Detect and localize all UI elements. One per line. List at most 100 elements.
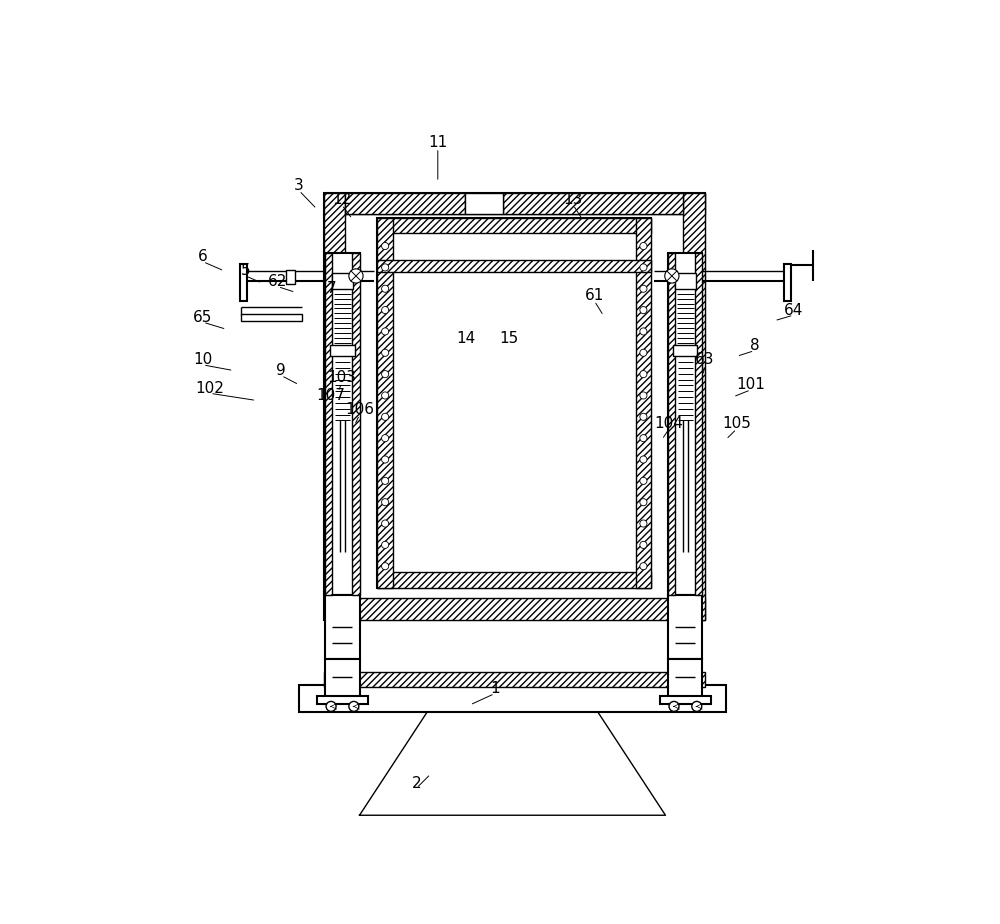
Bar <box>240 264 247 301</box>
Bar <box>332 274 353 288</box>
Circle shape <box>640 563 647 570</box>
Circle shape <box>382 563 389 570</box>
Bar <box>352 253 360 595</box>
Circle shape <box>382 434 389 442</box>
Circle shape <box>382 478 389 484</box>
Circle shape <box>382 499 389 505</box>
Circle shape <box>669 701 679 711</box>
Text: 103: 103 <box>327 371 356 385</box>
Circle shape <box>640 264 647 271</box>
Bar <box>377 572 651 588</box>
Bar <box>377 260 651 273</box>
Bar <box>660 697 711 703</box>
Text: 6: 6 <box>198 249 208 264</box>
Text: 8: 8 <box>750 338 759 353</box>
Circle shape <box>665 269 679 283</box>
Bar <box>668 595 702 659</box>
Bar <box>330 345 355 357</box>
Circle shape <box>382 286 389 292</box>
Circle shape <box>640 499 647 505</box>
Circle shape <box>382 413 389 420</box>
Bar <box>503 193 683 214</box>
Text: 9: 9 <box>276 363 286 378</box>
Text: 3: 3 <box>294 178 304 193</box>
Bar <box>668 659 702 698</box>
Bar <box>325 253 332 595</box>
Bar <box>673 345 697 357</box>
Bar <box>675 274 696 288</box>
Bar <box>324 193 705 214</box>
Text: 10: 10 <box>193 352 213 368</box>
Bar <box>324 193 345 620</box>
Bar <box>668 253 675 595</box>
Text: 12: 12 <box>332 192 351 207</box>
Circle shape <box>349 269 363 283</box>
Circle shape <box>640 478 647 484</box>
Circle shape <box>382 541 389 549</box>
Bar <box>377 217 651 233</box>
Text: 105: 105 <box>722 417 751 432</box>
Circle shape <box>382 328 389 335</box>
Bar <box>377 217 393 588</box>
Circle shape <box>382 371 389 378</box>
Text: 107: 107 <box>317 388 346 403</box>
Text: 2: 2 <box>412 776 421 791</box>
Bar <box>324 598 705 620</box>
Circle shape <box>640 392 647 399</box>
Bar <box>324 193 705 620</box>
Text: 5: 5 <box>241 263 251 278</box>
Text: 15: 15 <box>499 331 519 346</box>
Text: 13: 13 <box>563 192 583 207</box>
Bar <box>377 217 651 588</box>
Bar <box>286 270 295 284</box>
Circle shape <box>640 286 647 292</box>
Circle shape <box>640 434 647 442</box>
Circle shape <box>382 264 389 271</box>
Circle shape <box>640 520 647 527</box>
Polygon shape <box>360 712 665 815</box>
Bar <box>324 672 705 687</box>
Bar <box>784 264 791 301</box>
Text: 104: 104 <box>655 417 683 432</box>
Circle shape <box>640 456 647 463</box>
Text: 64: 64 <box>784 302 803 318</box>
Bar <box>325 595 360 659</box>
Text: 62: 62 <box>268 274 287 289</box>
Text: 63: 63 <box>695 352 714 368</box>
Circle shape <box>382 392 389 399</box>
Text: 7: 7 <box>326 281 336 297</box>
Bar <box>345 193 465 214</box>
Text: 1: 1 <box>490 681 500 696</box>
Circle shape <box>640 242 647 249</box>
Circle shape <box>640 371 647 378</box>
Text: 106: 106 <box>345 402 374 418</box>
Text: 101: 101 <box>736 377 765 393</box>
Circle shape <box>349 701 359 711</box>
Circle shape <box>382 349 389 357</box>
Circle shape <box>640 541 647 549</box>
Bar <box>317 697 368 703</box>
Circle shape <box>692 701 702 711</box>
Circle shape <box>382 307 389 313</box>
Text: 14: 14 <box>457 331 476 346</box>
Text: 61: 61 <box>585 288 604 303</box>
Bar <box>636 217 651 588</box>
Bar <box>325 253 360 595</box>
Bar <box>695 253 702 595</box>
Circle shape <box>640 328 647 335</box>
Circle shape <box>640 413 647 420</box>
Bar <box>241 313 302 321</box>
Bar <box>465 193 503 214</box>
Bar <box>325 659 360 698</box>
Circle shape <box>640 307 647 313</box>
Bar <box>668 253 702 595</box>
Bar <box>299 685 726 712</box>
Circle shape <box>382 242 389 249</box>
Circle shape <box>326 701 336 711</box>
Text: 102: 102 <box>196 381 225 395</box>
Circle shape <box>382 520 389 527</box>
Text: 65: 65 <box>193 310 213 324</box>
Circle shape <box>382 456 389 463</box>
Bar <box>683 193 705 620</box>
Text: 11: 11 <box>428 136 447 151</box>
